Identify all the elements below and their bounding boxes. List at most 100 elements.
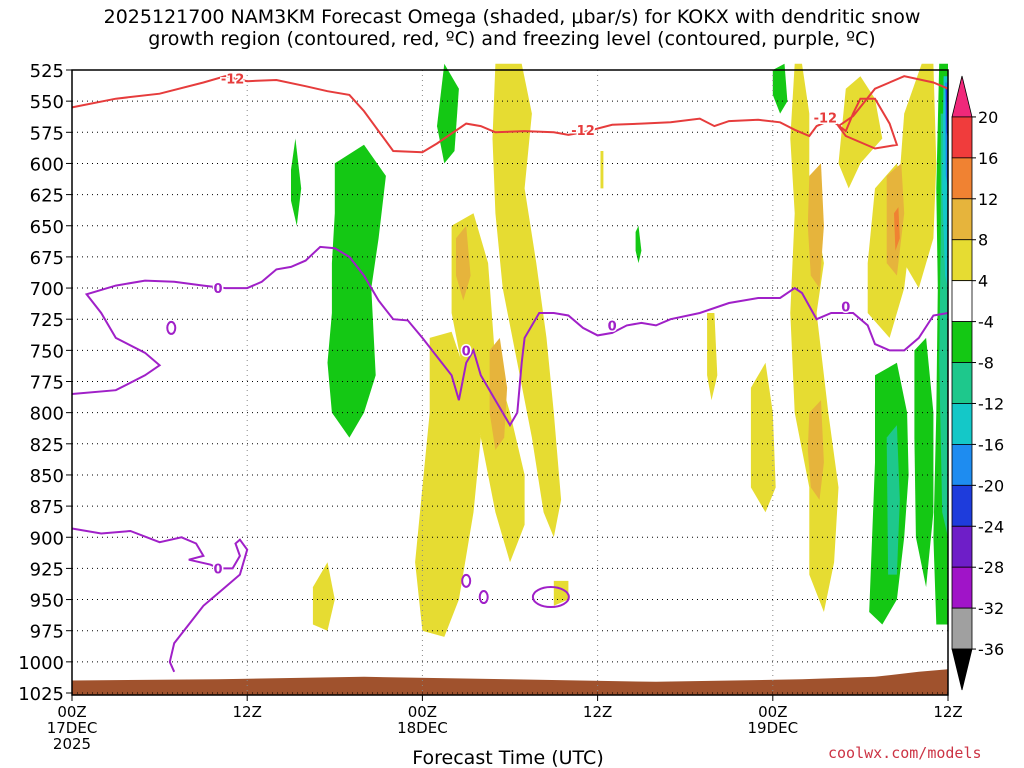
colorbar-segment: [951, 198, 973, 241]
x-tick-label: 17DEC: [47, 719, 98, 737]
y-tick-label: 600: [30, 154, 64, 175]
freezing-level-label: 0: [213, 282, 222, 297]
freezing-level-closed-contour: [461, 573, 472, 588]
freezing-level-closed-contour: [531, 586, 570, 609]
y-tick-label: 975: [30, 622, 64, 643]
colorbar-segment: [951, 239, 973, 282]
y-tick-label: 650: [30, 217, 64, 238]
colorbar-label: -4: [978, 313, 994, 332]
omega-region: [456, 225, 471, 301]
colorbar-segment: [951, 648, 973, 691]
grid-lines: [72, 70, 948, 695]
freezing-level-label: 0: [213, 562, 222, 577]
y-tick-label: 725: [30, 310, 64, 331]
omega-region: [790, 63, 839, 613]
x-tick-label: 12Z: [933, 703, 962, 721]
omega-region: [489, 337, 508, 450]
omega-region: [327, 144, 386, 438]
colorbar-label: -28: [978, 558, 1004, 577]
x-tick-label: 12Z: [583, 703, 612, 721]
colorbar-label: 16: [978, 149, 998, 168]
colorbar-label: -12: [978, 394, 1004, 413]
colorbar-segment: [951, 525, 973, 568]
y-tick-label: 700: [30, 279, 64, 300]
y-tick-label: 825: [30, 435, 64, 456]
colorbar-label: -20: [978, 476, 1004, 495]
omega-region: [896, 63, 937, 289]
colorbar-segment: [951, 321, 973, 363]
colorbar-segment: [951, 157, 973, 200]
colorbar-segment: [951, 484, 973, 527]
omega-region: [635, 225, 642, 264]
colorbar-label: -24: [978, 517, 1004, 536]
dgz-contour-label: -12: [221, 73, 245, 88]
x-tick-label: 2025: [53, 735, 91, 753]
axes: 525 550 575 600 625 650 675 700 725 750 775 800 825 8…: [18, 61, 963, 753]
omega-region: [772, 63, 788, 114]
contours: -12 -12 -12 0 0 0 0 0: [71, 71, 949, 673]
colorbar-segment: [951, 443, 973, 486]
colorbar-label: -36: [978, 640, 1004, 659]
colorbar-label: 8: [978, 231, 988, 250]
y-tick-label: 625: [30, 186, 64, 207]
x-tick-label: 00Z: [408, 703, 437, 721]
y-tick-label: 925: [30, 559, 64, 580]
colorbar-segment: [951, 116, 973, 159]
y-tick-label: 800: [30, 404, 64, 425]
freezing-level-contour-lower: [71, 527, 249, 673]
dgz-contour-label: -12: [814, 111, 838, 126]
colorbar-label: 4: [978, 272, 988, 291]
colorbar-label: -32: [978, 599, 1004, 618]
y-tick-label: 575: [30, 123, 64, 144]
colorbar-segment: [951, 403, 973, 445]
freezing-level-label: 0: [608, 319, 617, 334]
x-tick-label: 12Z: [233, 703, 262, 721]
freezing-level-contour: [71, 245, 949, 428]
omega-region: [838, 76, 883, 189]
freezing-level-label: 0: [841, 301, 850, 316]
colorbar-label: -8: [978, 354, 994, 373]
x-tick-label: 18DEC: [397, 719, 448, 737]
y-tick-label: 525: [30, 61, 64, 82]
omega-region: [600, 151, 604, 189]
colorbar-segment: [951, 607, 973, 650]
colorbar-label: 20: [978, 108, 998, 127]
colorbar: 20 16 12 8 4 -4 -8 -12 -16 -20 -24 -28 -32 -36: [951, 75, 1004, 691]
chart-title-line1: 2025121700 NAM3KM Forecast Omega (shaded…: [103, 6, 921, 28]
freezing-level-label: 0: [462, 344, 471, 359]
terrain: [72, 669, 948, 695]
freezing-level-closed-contour: [166, 320, 177, 335]
omega-region: [886, 425, 900, 575]
x-axis-label: Forecast Time (UTC): [412, 747, 603, 768]
y-tick-label: 675: [30, 248, 64, 269]
colorbar-label: -16: [978, 435, 1004, 454]
colorbar-segment: [951, 280, 973, 322]
y-tick-label: 850: [30, 466, 64, 487]
colorbar-segment: [951, 75, 973, 118]
x-tick-label: 00Z: [57, 703, 86, 721]
omega-region: [807, 400, 824, 500]
omega-region: [415, 331, 481, 637]
y-tick-label: 1000: [18, 653, 64, 674]
x-tick-label: 00Z: [758, 703, 787, 721]
y-tick-label: 1025: [18, 684, 64, 705]
watermark: coolwx.com/models: [828, 744, 982, 762]
omega-region: [312, 562, 335, 631]
y-tick-label: 950: [30, 591, 64, 612]
plot-frame: [71, 69, 949, 696]
omega-region: [894, 207, 900, 251]
dgz-contour: [71, 75, 949, 154]
colorbar-label: 12: [978, 190, 998, 209]
y-tick-label: 750: [30, 341, 64, 362]
omega-region: [291, 138, 302, 226]
omega-region: [492, 63, 562, 538]
colorbar-segment: [951, 362, 973, 404]
y-tick-label: 900: [30, 528, 64, 549]
omega-region: [807, 163, 824, 289]
freezing-level-closed-contour: [478, 590, 489, 605]
x-tick-label: 19DEC: [748, 719, 799, 737]
omega-region: [707, 313, 718, 401]
y-tick-label: 550: [30, 92, 64, 113]
omega-region: [914, 337, 934, 588]
